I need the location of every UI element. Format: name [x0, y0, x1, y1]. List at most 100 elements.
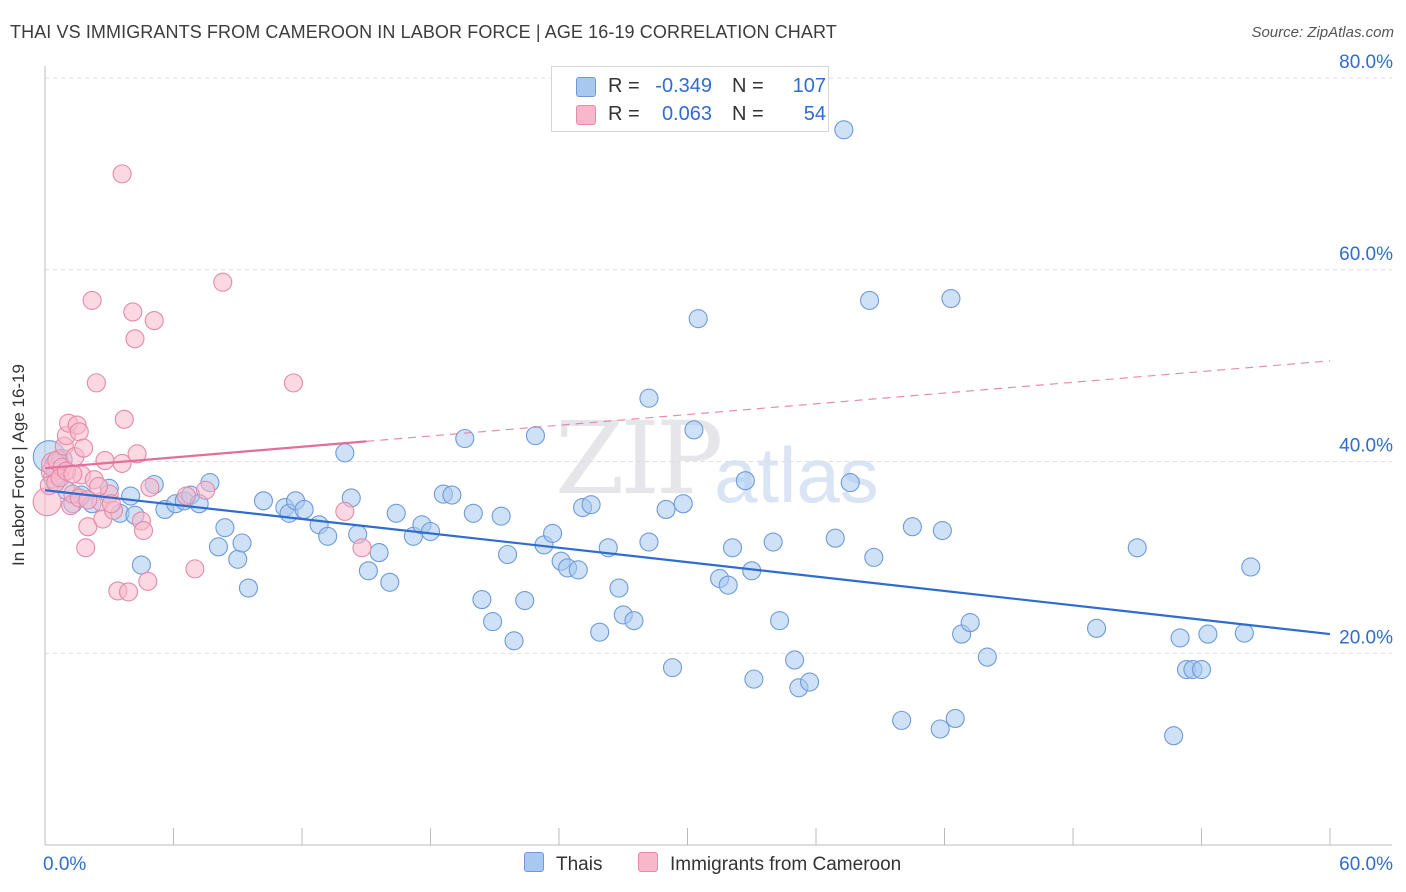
cameroon-point: [82, 290, 102, 310]
thai-point: [253, 491, 274, 511]
thai-point: [483, 612, 503, 632]
cameroon-point: [335, 501, 355, 521]
cameroon-n-label: N =: [732, 103, 764, 125]
thai-point: [1127, 538, 1147, 558]
thai-r-label: R =: [608, 75, 640, 97]
grid-lines: [45, 77, 1392, 654]
cameroon-r-label: R =: [608, 103, 640, 125]
thai-point: [472, 590, 492, 610]
thai-r-value: -0.349: [655, 75, 712, 97]
thai-point: [455, 428, 475, 449]
thai-point: [232, 533, 252, 553]
thai-point: [770, 611, 790, 631]
cameroon-point: [185, 559, 205, 579]
cameroon-point: [88, 476, 109, 496]
cameroon-point: [144, 311, 164, 331]
y-tick-label: 40.0%: [1339, 436, 1393, 457]
thai-point: [941, 288, 961, 309]
thai-point: [568, 560, 588, 580]
cameroon-point: [213, 272, 233, 292]
cameroon-point: [86, 373, 106, 393]
thai-point: [735, 471, 755, 491]
thai-point: [318, 526, 338, 546]
thai-point: [491, 506, 511, 526]
thai-point: [864, 547, 884, 567]
cameroon-point: [133, 520, 154, 541]
thai-point: [718, 575, 738, 595]
correlation-box: R = -0.349 N = 107 R = 0.063 N = 54: [551, 66, 829, 132]
thai-point: [744, 669, 764, 689]
cameroon-point: [118, 582, 139, 602]
thai-point: [238, 578, 259, 598]
y-tick-label: 20.0%: [1339, 627, 1393, 648]
source-label: Source: ZipAtlas.com: [1251, 24, 1394, 41]
cameroon-point: [78, 517, 98, 537]
thai-point: [1191, 659, 1212, 680]
thai-point: [945, 708, 965, 728]
thai-point: [684, 420, 704, 440]
thai-point: [380, 572, 400, 592]
y-tick-label: 60.0%: [1339, 244, 1393, 265]
thai-point: [504, 631, 524, 651]
thai-point: [498, 544, 518, 565]
cameroon-point: [69, 422, 89, 442]
cameroon-trend-line: [44, 440, 367, 470]
thai-point: [930, 719, 950, 739]
thai-point: [442, 485, 462, 505]
x-tick-label-min: 0.0%: [43, 854, 86, 875]
y-tick-label: 80.0%: [1339, 52, 1393, 73]
cameroon-point: [283, 373, 303, 393]
thai-point: [840, 473, 860, 493]
cameroon-point: [123, 302, 143, 322]
chart-title: THAI VS IMMIGRANTS FROM CAMEROON IN LABO…: [10, 22, 837, 42]
cameroon-point: [196, 480, 216, 500]
thai-point: [722, 538, 743, 558]
cameroon-point: [125, 329, 145, 349]
cameroon-point: [74, 438, 94, 458]
cameroon-swatch: [576, 105, 596, 125]
thai-point: [543, 523, 563, 543]
watermark-zip: ZIP: [555, 400, 723, 517]
cameroon-point: [140, 477, 160, 497]
thai-point: [656, 499, 676, 519]
thai-point: [121, 486, 141, 506]
thai-point: [215, 518, 235, 538]
tick-labels: 20.0% 40.0% 60.0% 80.0% 0.0% 60.0%: [43, 52, 1393, 875]
thai-point: [1170, 628, 1190, 648]
thai-point: [662, 658, 683, 678]
thai-point: [294, 499, 314, 519]
cameroon-point: [138, 571, 158, 591]
thai-point: [1241, 557, 1261, 577]
thai-point: [639, 388, 659, 408]
legend-item-thais[interactable]: Thais: [524, 852, 602, 876]
thai-point: [825, 528, 845, 548]
axes: [44, 66, 1392, 846]
cameroon-point: [63, 464, 83, 484]
thai-point: [977, 647, 997, 667]
thai-point: [1087, 618, 1107, 638]
x-tick-label-max: 60.0%: [1339, 854, 1393, 875]
thai-point: [673, 494, 693, 514]
thai-point: [834, 120, 854, 140]
thai-point: [960, 613, 980, 633]
thai-trend-line: [44, 489, 1331, 636]
thai-point: [581, 495, 601, 515]
thai-point: [358, 561, 378, 581]
thai-point: [1164, 726, 1184, 746]
thai-swatch: [576, 77, 596, 97]
thai-point: [688, 309, 708, 329]
cameroon-point: [176, 486, 196, 506]
thai-point: [892, 710, 912, 730]
legend-swatch-thais: [524, 852, 544, 872]
legend-item-cameroon[interactable]: Immigrants from Cameroon: [638, 852, 901, 876]
cameroon-point: [114, 409, 134, 429]
cameroon-n-value: 54: [803, 103, 826, 125]
legend-label-cameroon: Immigrants from Cameroon: [670, 854, 902, 875]
thai-point: [335, 443, 355, 463]
data-points: [32, 120, 1261, 746]
thai-point: [624, 611, 644, 631]
cameroon-trend-line-dashed: [366, 360, 1331, 442]
thai-point: [590, 622, 610, 642]
thai-point: [932, 520, 952, 541]
